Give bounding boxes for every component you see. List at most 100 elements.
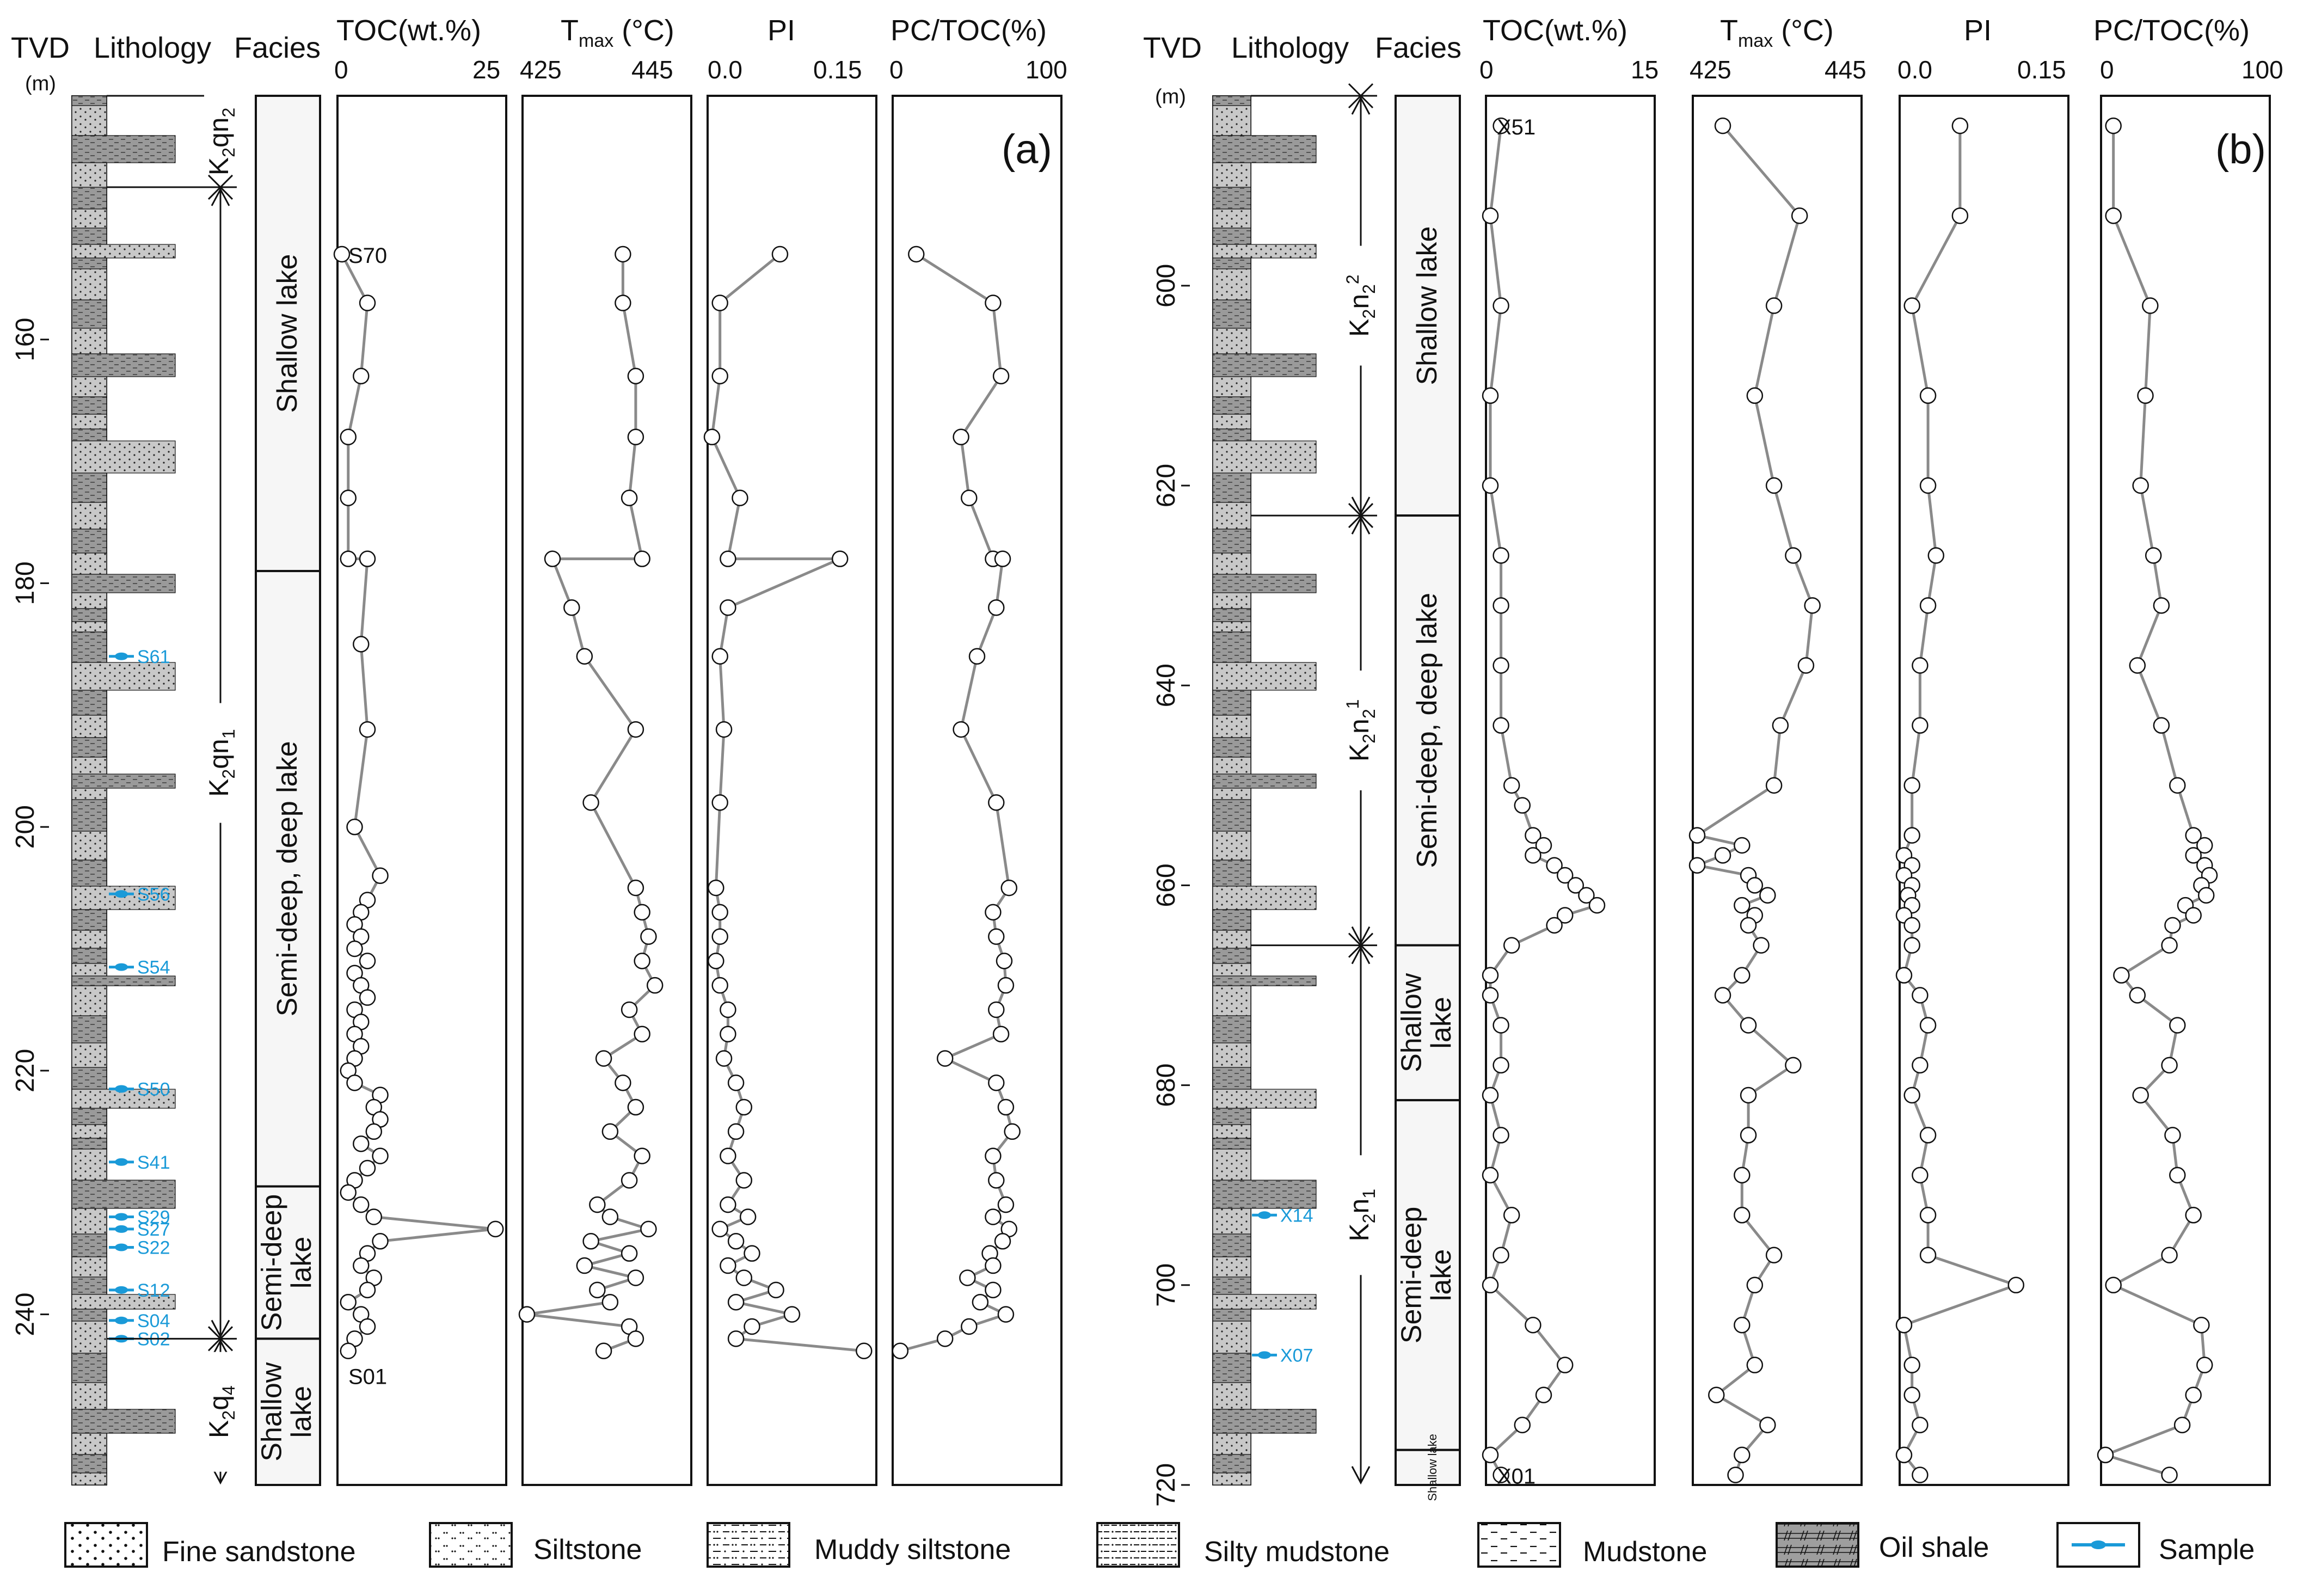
data-point bbox=[1708, 1386, 1725, 1404]
data-point bbox=[1912, 717, 1929, 734]
sample-dot bbox=[115, 1243, 128, 1251]
data-point bbox=[1525, 847, 1541, 864]
data-point bbox=[2185, 847, 2202, 864]
depth-tick-label: 180 bbox=[11, 561, 40, 605]
annotation-label: S70 bbox=[348, 244, 387, 268]
data-point bbox=[2105, 1276, 2122, 1294]
data-point bbox=[994, 550, 1011, 567]
tmax-track-a bbox=[521, 95, 692, 1486]
lithology-bed bbox=[1212, 95, 1251, 106]
formation-arrow-down bbox=[211, 1319, 230, 1339]
data-point bbox=[988, 1172, 1005, 1189]
lithology-bed bbox=[71, 95, 107, 106]
lithology-bed bbox=[1212, 1208, 1251, 1235]
data-point bbox=[340, 1342, 357, 1360]
data-point bbox=[1919, 1127, 1937, 1144]
data-point bbox=[518, 1306, 536, 1323]
data-point bbox=[1588, 897, 1606, 914]
formation-arrow-up bbox=[211, 1339, 230, 1358]
depth-tick-label: 680 bbox=[1152, 1064, 1181, 1107]
data-point bbox=[1535, 1386, 1552, 1404]
data-point bbox=[563, 599, 580, 616]
lithology-bed bbox=[71, 574, 176, 593]
sample-dot bbox=[115, 963, 128, 971]
lithology-bed bbox=[1212, 1276, 1251, 1295]
lithology-bed bbox=[1212, 1433, 1251, 1455]
data-point bbox=[1546, 917, 1563, 934]
data-point bbox=[727, 1123, 745, 1140]
data-point bbox=[2161, 1466, 2178, 1483]
panel-b: TVD (m) Lithology Facies TOC(wt.%) Tmax … bbox=[1143, 14, 2283, 1507]
lithology-bed bbox=[1212, 1321, 1251, 1354]
tmax-header: Tmax (°C) bbox=[561, 14, 674, 51]
data-point bbox=[1912, 1057, 1929, 1074]
data-point bbox=[2161, 937, 2178, 954]
data-point bbox=[1746, 387, 1764, 404]
depth-header: TVD bbox=[1143, 32, 1202, 64]
data-point bbox=[711, 794, 728, 811]
data-point bbox=[2137, 387, 2154, 404]
lithology-bed bbox=[1212, 1149, 1251, 1181]
panel-label-b: (b) bbox=[2215, 126, 2266, 173]
data-point bbox=[1688, 827, 1706, 844]
lithology-bed bbox=[71, 1433, 107, 1455]
lithology-bed bbox=[71, 440, 176, 474]
lithology-header: Lithology bbox=[94, 32, 211, 64]
data-point bbox=[487, 1220, 504, 1238]
toc-tick-max: 25 bbox=[472, 56, 500, 84]
data-point bbox=[1903, 1086, 1920, 1104]
formation-label-part: n bbox=[1344, 719, 1374, 734]
facies-box bbox=[255, 1337, 321, 1486]
lithology-bed bbox=[1212, 553, 1251, 575]
data-point bbox=[1493, 547, 1509, 564]
data-point bbox=[992, 367, 1010, 385]
formation-label-part: 2 bbox=[219, 148, 238, 157]
facies-box bbox=[1395, 1448, 1461, 1486]
lithology-bed bbox=[71, 930, 107, 949]
depth-tick-label: 620 bbox=[1152, 464, 1181, 507]
data-point bbox=[771, 245, 789, 263]
lithology-bed bbox=[1212, 414, 1251, 429]
legend-swatch-oil-shale bbox=[1776, 1522, 1859, 1568]
lithology-bed bbox=[1212, 1309, 1251, 1322]
lithology-bed bbox=[1212, 930, 1251, 949]
data-point bbox=[601, 1123, 619, 1140]
formation-label-bg bbox=[1344, 670, 1377, 790]
formation-label-part: K bbox=[1344, 744, 1374, 762]
data-point bbox=[1765, 1247, 1783, 1263]
sample-label: S22 bbox=[137, 1237, 170, 1258]
data-point bbox=[2132, 477, 2149, 494]
data-point bbox=[1556, 867, 1574, 884]
data-point bbox=[2193, 1316, 2210, 1334]
data-point bbox=[601, 1293, 619, 1311]
data-point bbox=[720, 599, 736, 616]
panel-label-a: (a) bbox=[1002, 126, 1052, 173]
pi-tick-max: 0.15 bbox=[2017, 56, 2066, 84]
lithology-bed bbox=[1212, 799, 1251, 832]
data-point bbox=[2185, 1207, 2202, 1224]
lithology-bed bbox=[71, 1015, 107, 1043]
lithology-bed bbox=[71, 662, 176, 691]
lithology-bed bbox=[1212, 440, 1317, 474]
lithology-bed bbox=[71, 376, 107, 397]
lithology-bed bbox=[1212, 574, 1317, 593]
series-line bbox=[1488, 125, 1600, 1476]
data-point bbox=[1000, 879, 1018, 897]
facies-label: Shallow lake bbox=[272, 254, 303, 413]
tmax-t: T bbox=[1720, 14, 1738, 47]
facies-box bbox=[255, 1185, 321, 1340]
data-point bbox=[1734, 837, 1751, 854]
facies-label-line: lake bbox=[1426, 1249, 1457, 1301]
data-point bbox=[1746, 1356, 1764, 1373]
toc-tick-max: 15 bbox=[1631, 56, 1659, 84]
data-point bbox=[961, 1318, 978, 1335]
lithology-bed bbox=[71, 135, 176, 163]
lithology-bed bbox=[71, 257, 107, 269]
formation-arrow-down bbox=[211, 1466, 230, 1485]
data-point bbox=[1740, 1086, 1757, 1104]
lithology-bed bbox=[71, 1309, 107, 1322]
data-point bbox=[959, 1269, 976, 1286]
facies-label-line: Shallow bbox=[1396, 973, 1427, 1072]
depth-axis-a: 160 180 200 220 240 bbox=[11, 318, 49, 1336]
